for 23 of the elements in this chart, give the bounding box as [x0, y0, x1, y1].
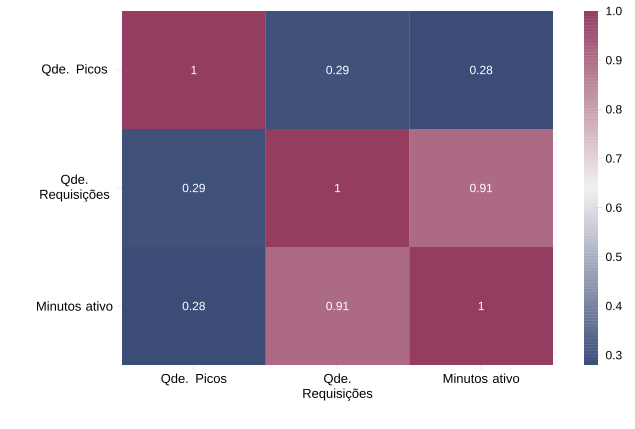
data-label: 1	[478, 302, 484, 310]
data-label: 0.91	[326, 302, 349, 310]
data-label: 0.29	[326, 66, 349, 74]
color-bar-label: 0.4	[606, 302, 622, 310]
y-tick-label: Minutos ativo	[37, 301, 112, 311]
color-bar-label: 0.8	[606, 105, 622, 114]
data-label: 0.91	[470, 184, 492, 192]
color-bar-label: 0.9	[606, 56, 622, 64]
data-label: 0.28	[182, 302, 205, 310]
data-label: 1	[191, 66, 197, 74]
color-bar-label: 0.7	[606, 154, 622, 163]
y-tick-label: Qde. Picos	[42, 64, 108, 76]
data-label: 1	[335, 184, 340, 192]
color-bar-label: 0.6	[606, 203, 622, 212]
y-tick-label: Qde. Requisições	[40, 174, 110, 202]
color-bar-label: 0.3	[606, 350, 622, 360]
x-tick-label: Qde. Requisições	[303, 374, 372, 401]
x-tick-label: Minutos ativo	[444, 374, 520, 384]
color-bar-label: 1.0	[606, 6, 622, 16]
x-tick-label: Qde. Picos	[161, 374, 226, 386]
color-bar-label: 0.5	[606, 252, 622, 262]
data-label: 0.29	[182, 184, 205, 192]
data-label: 0.28	[470, 66, 492, 74]
